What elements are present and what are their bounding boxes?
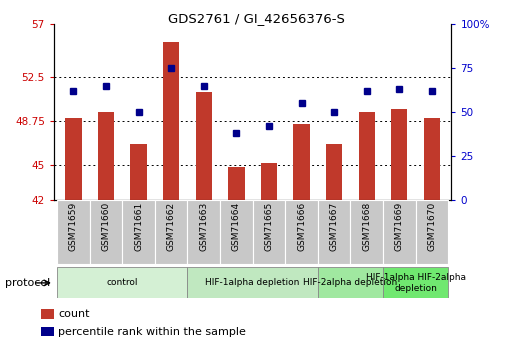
Text: GSM71661: GSM71661	[134, 202, 143, 251]
Bar	[416, 200, 448, 264]
Bar	[350, 200, 383, 264]
Bar	[252, 200, 285, 264]
Bar	[195, 92, 212, 200]
Bar	[326, 144, 342, 200]
Text: GSM71663: GSM71663	[199, 202, 208, 251]
Bar	[122, 200, 155, 264]
Text: GSM71665: GSM71665	[264, 202, 273, 251]
Bar	[318, 200, 350, 264]
Text: HIF-1alpha depletion: HIF-1alpha depletion	[206, 278, 300, 287]
Text: GSM71668: GSM71668	[362, 202, 371, 251]
Bar	[41, 327, 54, 336]
Bar	[359, 112, 375, 200]
Bar	[163, 42, 180, 200]
Bar	[285, 200, 318, 264]
Bar	[383, 267, 448, 298]
Text: GSM71669: GSM71669	[395, 202, 404, 251]
Bar	[130, 144, 147, 200]
Bar	[187, 267, 318, 298]
Bar	[220, 200, 252, 264]
Bar	[293, 124, 310, 200]
Bar	[261, 162, 277, 200]
Text: control: control	[107, 278, 138, 287]
Text: protocol: protocol	[5, 278, 50, 288]
Text: GSM71659: GSM71659	[69, 202, 78, 251]
Text: GSM71660: GSM71660	[102, 202, 110, 251]
Bar	[41, 309, 54, 319]
Text: count: count	[58, 309, 90, 319]
Text: GSM71667: GSM71667	[330, 202, 339, 251]
Text: GSM71666: GSM71666	[297, 202, 306, 251]
Text: GSM71662: GSM71662	[167, 202, 175, 251]
Text: percentile rank within the sample: percentile rank within the sample	[58, 327, 246, 336]
Text: HIF-1alpha HIF-2alpha
depletion: HIF-1alpha HIF-2alpha depletion	[366, 273, 466, 293]
Text: GSM71664: GSM71664	[232, 202, 241, 251]
Bar	[57, 200, 90, 264]
Bar	[90, 200, 122, 264]
Text: GSM71670: GSM71670	[427, 202, 437, 251]
Bar	[65, 118, 82, 200]
Bar	[391, 109, 407, 200]
Bar	[318, 267, 383, 298]
Bar	[57, 267, 187, 298]
Bar	[98, 112, 114, 200]
Bar	[383, 200, 416, 264]
Bar	[424, 118, 440, 200]
Bar	[228, 167, 245, 200]
Text: GDS2761 / GI_42656376-S: GDS2761 / GI_42656376-S	[168, 12, 345, 25]
Text: HIF-2alpha depletion: HIF-2alpha depletion	[303, 278, 398, 287]
Bar	[155, 200, 187, 264]
Bar	[187, 200, 220, 264]
